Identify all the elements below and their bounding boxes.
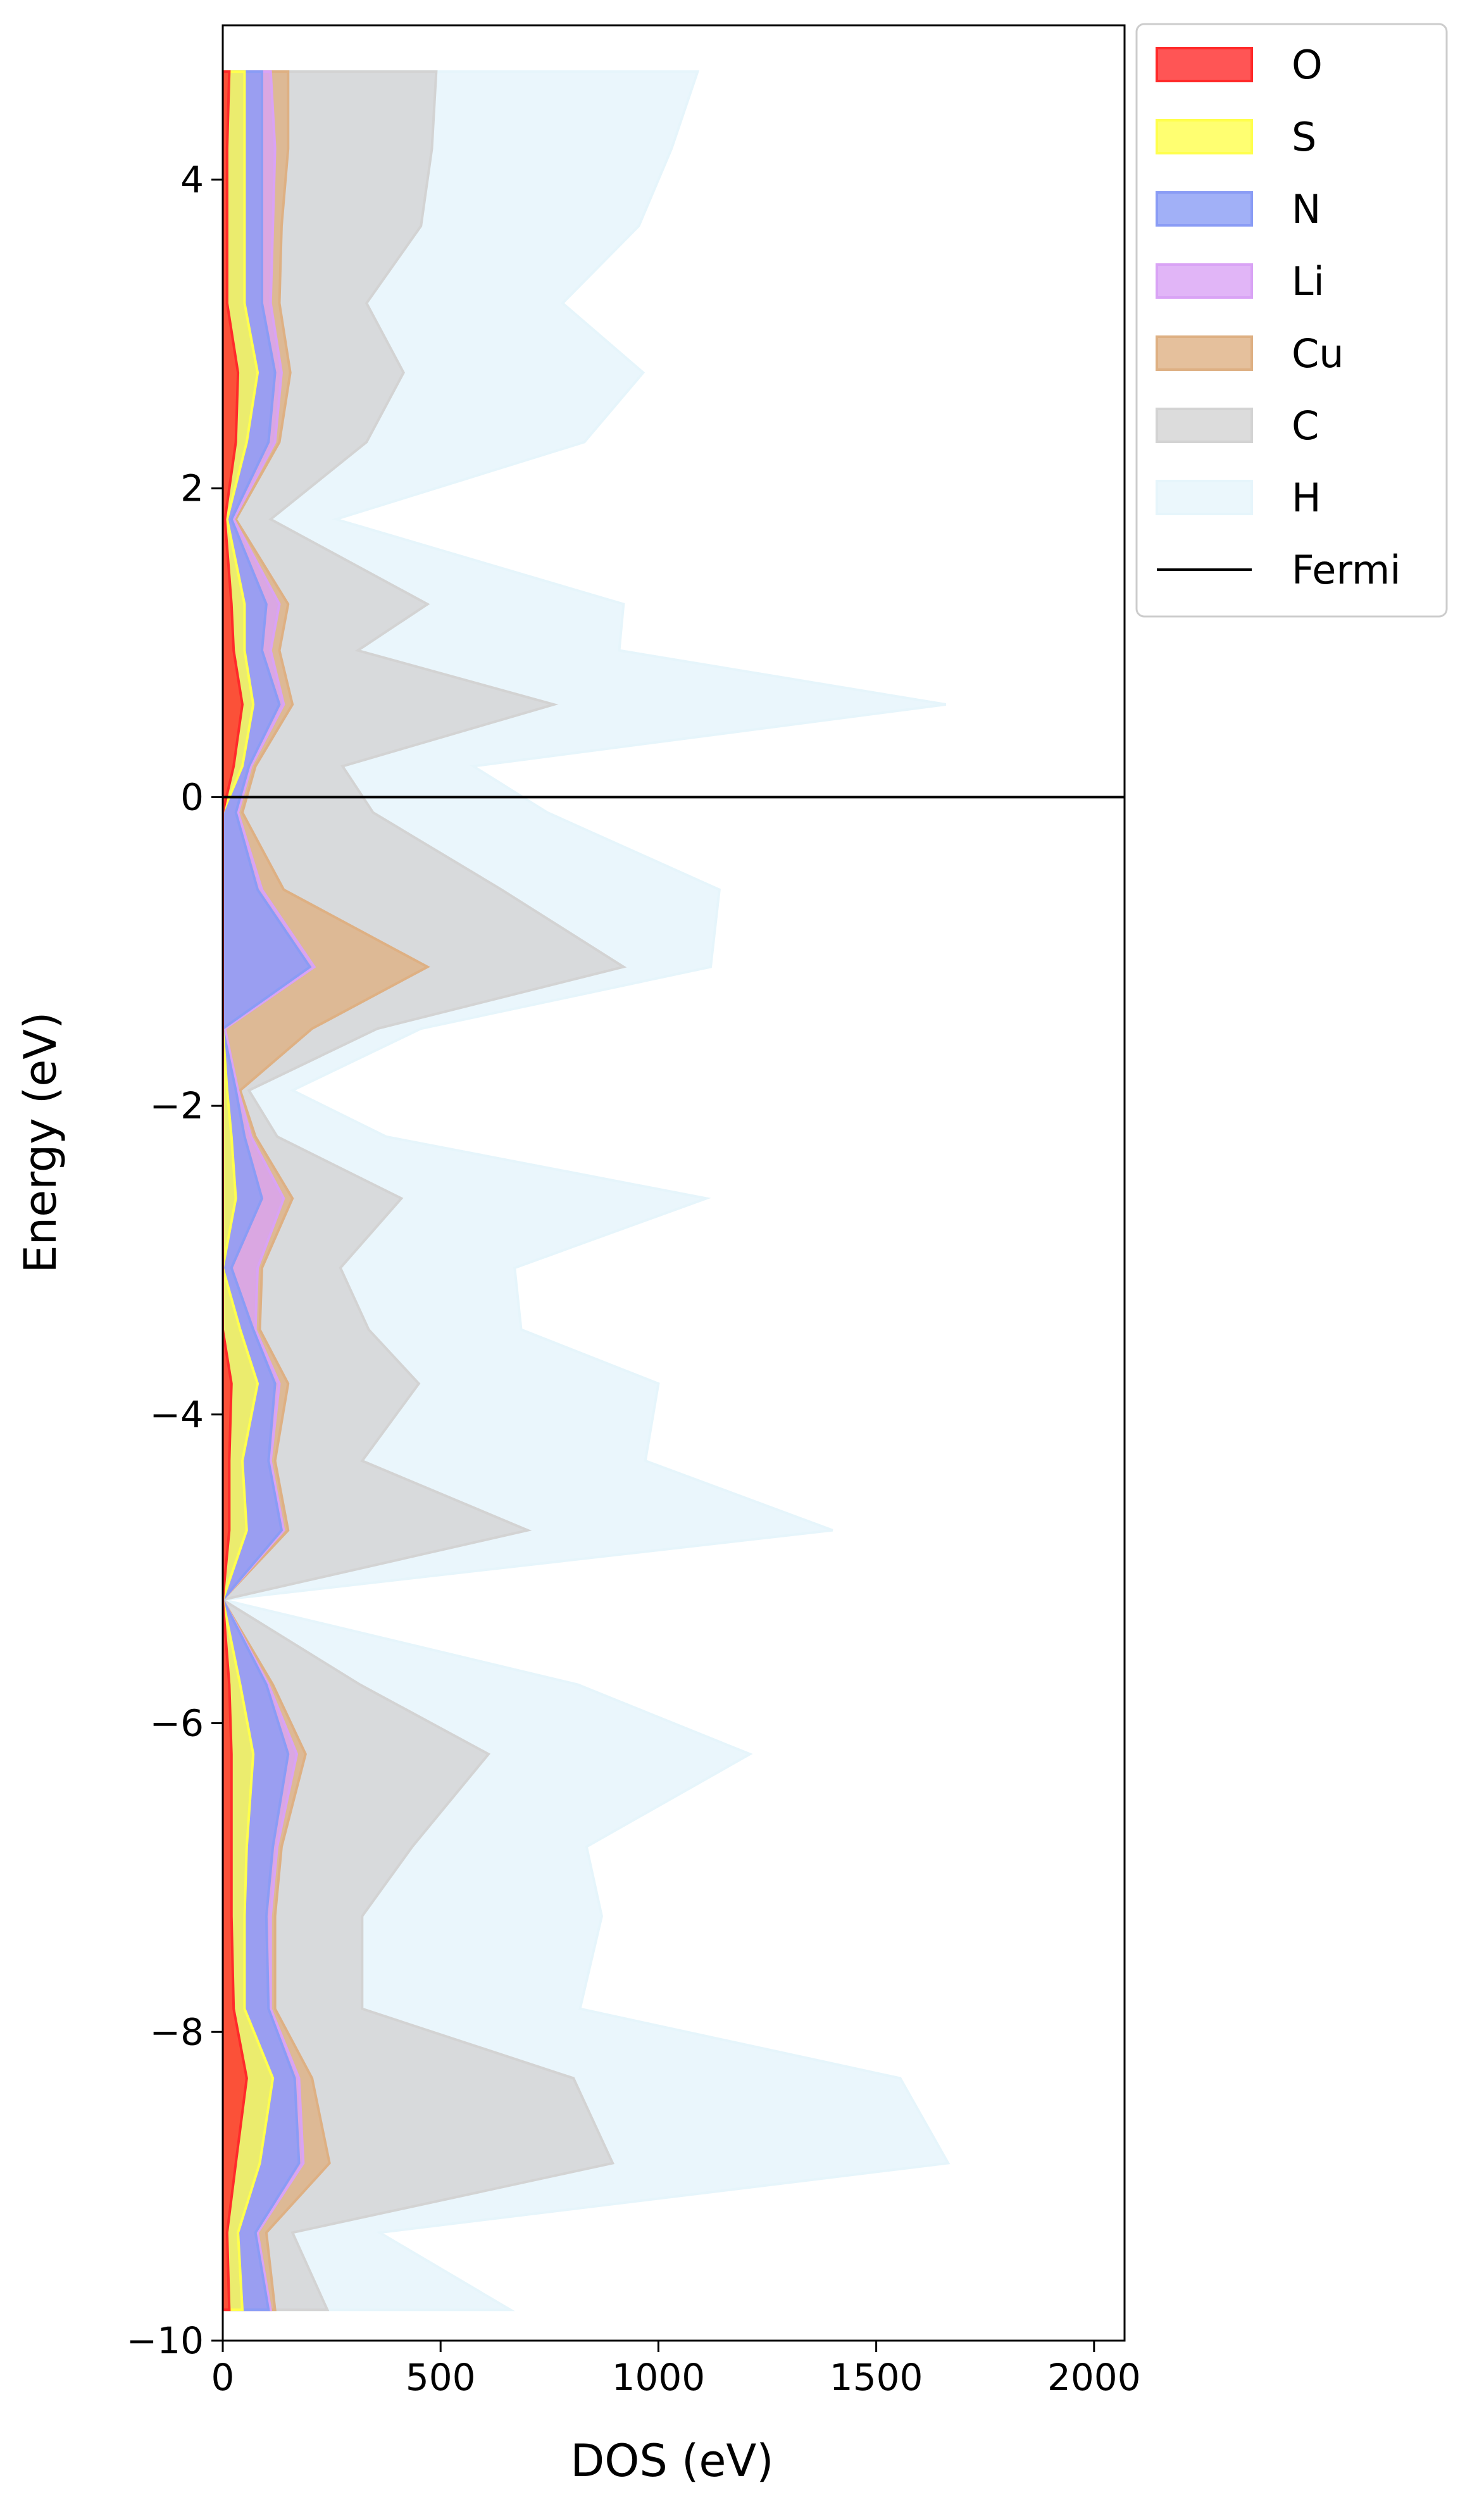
legend-swatch-cu <box>1156 335 1253 371</box>
x-tick-label: 1500 <box>830 2356 923 2399</box>
legend-label-s: S <box>1292 114 1316 160</box>
legend-swatch-h <box>1156 480 1253 515</box>
legend-label-li: Li <box>1292 258 1325 304</box>
dos-area-s <box>223 70 275 2312</box>
dos-area-c <box>223 70 627 2312</box>
plot-area <box>223 70 1125 2312</box>
legend-swatch-o <box>1156 47 1253 82</box>
legend-label-h: H <box>1292 475 1321 521</box>
x-tick-label: 500 <box>406 2356 476 2399</box>
legend-swatch-s <box>1156 119 1253 154</box>
y-tick-label: −4 <box>150 1393 204 1436</box>
y-tick-label: −8 <box>150 2010 204 2053</box>
y-tick-label: 2 <box>180 467 204 510</box>
dos-area-o <box>223 70 248 2312</box>
x-tick-label: 0 <box>211 2356 235 2399</box>
x-axis-label: DOS (eV) <box>570 2435 773 2487</box>
legend-box <box>1135 23 1448 618</box>
x-tick-label: 1000 <box>612 2356 706 2399</box>
legend-label-fermi: Fermi <box>1292 547 1400 593</box>
legend-swatch-n <box>1156 191 1253 227</box>
y-tick-label: −6 <box>150 1702 204 1745</box>
axes: 0 500 1000 1500 2000 −10 −8 −6 −4 −2 0 2 4 <box>127 24 1141 2399</box>
legend: OSN Li Cu CH Fermi <box>1135 23 1448 618</box>
legend-swatch-c <box>1156 408 1253 443</box>
legend-label-o: O <box>1292 42 1323 88</box>
plot-frame <box>221 24 1126 2342</box>
y-axis-label: Energy (eV) <box>15 1012 66 1273</box>
y-tick-label: 4 <box>180 158 204 201</box>
y-tick-label: −2 <box>150 1084 204 1127</box>
y-tick-label: 0 <box>180 775 204 818</box>
legend-label-n: N <box>1292 186 1321 232</box>
legend-swatch-li <box>1156 263 1253 299</box>
legend-label-c: C <box>1292 403 1319 449</box>
legend-label-cu: Cu <box>1292 330 1344 377</box>
x-tick-label: 2000 <box>1047 2356 1141 2399</box>
y-tick-label: −10 <box>127 2319 204 2362</box>
